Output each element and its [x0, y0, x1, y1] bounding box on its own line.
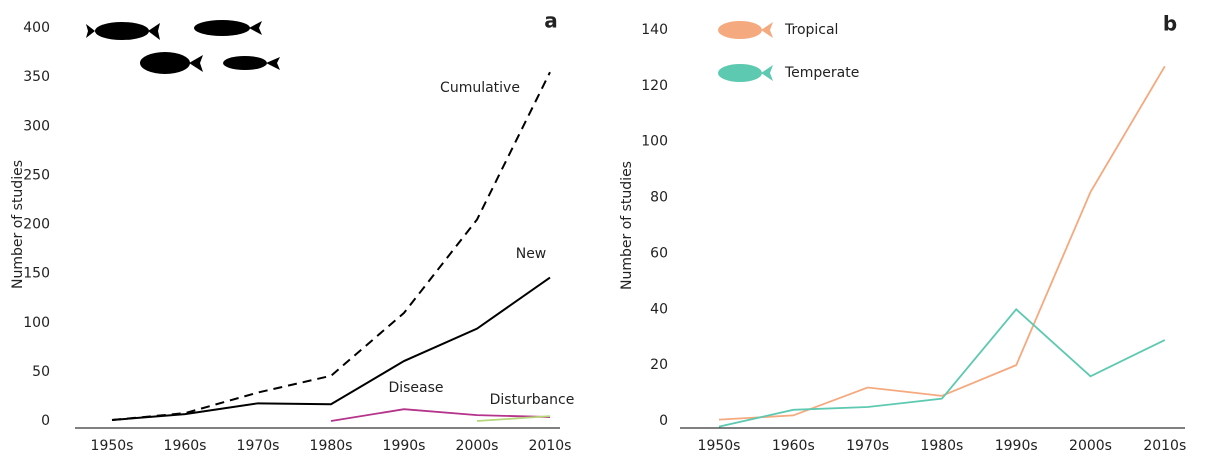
- y-tick-label: 100: [23, 315, 50, 331]
- series-label: New: [516, 246, 547, 262]
- series-label: Cumulative: [440, 80, 520, 96]
- legend-item: Temperate: [718, 64, 859, 82]
- y-tick-label: 80: [650, 190, 668, 206]
- y-tick-label: 100: [641, 134, 668, 150]
- x-tick-label: 1980s: [310, 438, 353, 454]
- y-tick-label: 400: [23, 20, 50, 36]
- y-tick-label: 250: [23, 167, 50, 183]
- series-label: Disturbance: [490, 392, 575, 408]
- y-tick-label: 140: [641, 22, 668, 38]
- y-tick-label: 300: [23, 118, 50, 134]
- y-tick-label: 50: [32, 364, 50, 380]
- x-tick-label: 2000s: [456, 438, 499, 454]
- x-tick-label: 2010s: [529, 438, 572, 454]
- x-tick-label: 1980s: [920, 438, 963, 454]
- x-tick-label: 2000s: [1069, 438, 1112, 454]
- legend-fish: [718, 64, 762, 82]
- x-tick-label: 1960s: [772, 438, 815, 454]
- x-tick-label: 1970s: [237, 438, 280, 454]
- x-tick-label: 1950s: [91, 438, 134, 454]
- y-tick-label: 120: [641, 78, 668, 94]
- y-axis-label: Number of studies: [619, 161, 635, 290]
- line-series: [476, 415, 551, 422]
- y-tick-label: 200: [23, 217, 50, 233]
- line-series: [718, 307, 1166, 428]
- x-tick-label: 1990s: [383, 438, 426, 454]
- x-tick-label: 1970s: [846, 438, 889, 454]
- y-tick-label: 60: [650, 245, 668, 261]
- legend-label: Tropical: [784, 22, 838, 38]
- x-tick-label: 1960s: [164, 438, 207, 454]
- fish-icons: [86, 20, 280, 74]
- line-series: [111, 276, 551, 422]
- line-series: [330, 408, 551, 422]
- panel-label: b: [1163, 12, 1177, 36]
- x-tick-label: 2010s: [1143, 438, 1186, 454]
- series-label: Disease: [388, 380, 443, 396]
- x-tick-label: 1990s: [995, 438, 1038, 454]
- y-tick-label: 150: [23, 266, 50, 282]
- y-axis-label: Number of studies: [10, 160, 26, 289]
- panel-label: a: [544, 9, 558, 33]
- legend-fish: [718, 21, 762, 39]
- y-tick-label: 350: [23, 69, 50, 85]
- y-tick-label: 0: [41, 413, 50, 429]
- legend-item: Tropical: [718, 21, 838, 39]
- y-tick-label: 20: [650, 357, 668, 373]
- x-tick-label: 1950s: [698, 438, 741, 454]
- legend-fish-tail: [761, 22, 773, 38]
- line-series: [718, 65, 1166, 421]
- y-tick-label: 40: [650, 301, 668, 317]
- line-series: [111, 71, 551, 422]
- y-tick-label: 0: [659, 413, 668, 429]
- legend-fish-tail: [761, 65, 773, 81]
- legend-label: Temperate: [784, 65, 859, 81]
